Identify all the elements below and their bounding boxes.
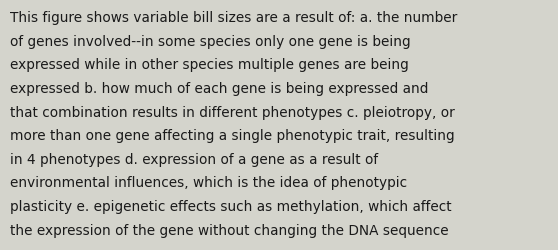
Text: the expression of the gene without changing the DNA sequence: the expression of the gene without chang… — [10, 223, 449, 237]
Text: plasticity e. epigenetic effects such as methylation, which affect: plasticity e. epigenetic effects such as… — [10, 199, 451, 213]
Text: of genes involved--in some species only one gene is being: of genes involved--in some species only … — [10, 35, 411, 49]
Text: expressed b. how much of each gene is being expressed and: expressed b. how much of each gene is be… — [10, 82, 429, 96]
Text: This figure shows variable bill sizes are a result of: a. the number: This figure shows variable bill sizes ar… — [10, 11, 458, 25]
Text: environmental influences, which is the idea of phenotypic: environmental influences, which is the i… — [10, 176, 407, 190]
Text: expressed while in other species multiple genes are being: expressed while in other species multipl… — [10, 58, 409, 72]
Text: more than one gene affecting a single phenotypic trait, resulting: more than one gene affecting a single ph… — [10, 129, 455, 143]
Text: in 4 phenotypes d. expression of a gene as a result of: in 4 phenotypes d. expression of a gene … — [10, 152, 378, 166]
Text: that combination results in different phenotypes c. pleiotropy, or: that combination results in different ph… — [10, 105, 455, 119]
